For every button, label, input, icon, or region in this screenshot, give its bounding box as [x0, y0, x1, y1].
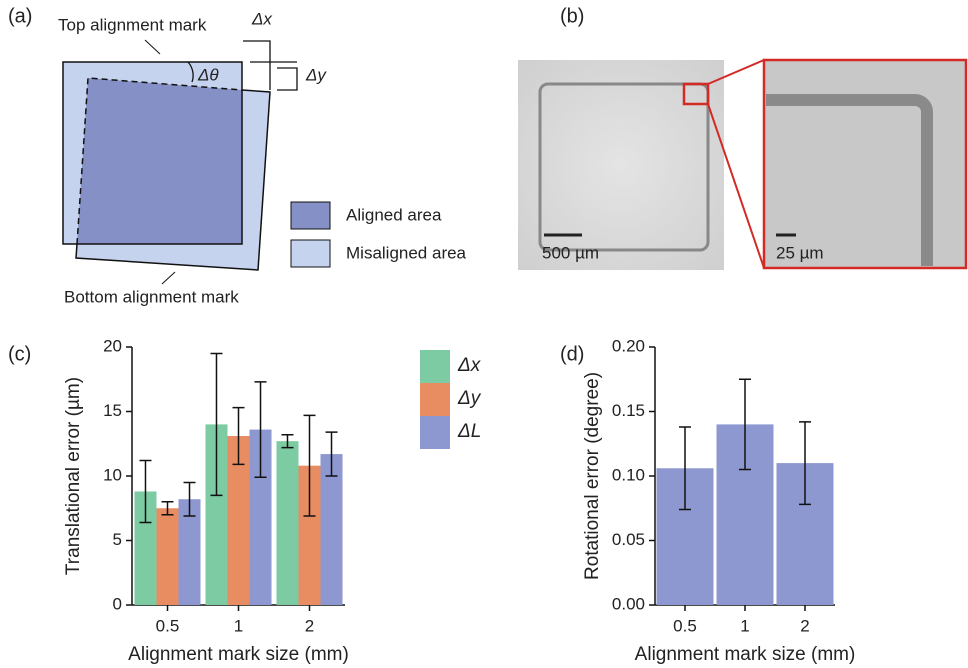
- y-axis-label: Translational error (µm): [63, 377, 84, 575]
- x-tick-label: 2: [800, 616, 809, 635]
- aligned-area: [77, 78, 242, 244]
- legend-swatch: [291, 240, 330, 267]
- legend-label: Δx: [457, 355, 482, 376]
- y-tick-label: 0.20: [612, 336, 645, 355]
- scale-label: 25 µm: [776, 243, 824, 262]
- legend-label: Δy: [457, 388, 482, 409]
- y-tick-label: 0.00: [612, 594, 645, 613]
- figure: (a) Δθ Top alignment mark Bottom alignme…: [0, 0, 968, 668]
- scale-label: 500 µm: [542, 243, 599, 262]
- panel-label: (b): [560, 5, 584, 27]
- cross-mark: [243, 41, 297, 90]
- x-tick-label: 1: [234, 616, 243, 635]
- y-tick-label: 0: [113, 594, 122, 613]
- x-axis-label: Alignment mark size (mm): [635, 644, 856, 665]
- annotation: Bottom alignment mark: [64, 287, 239, 306]
- legend-swatch: [420, 383, 450, 416]
- y-tick-label: 5: [113, 530, 122, 549]
- y-tick-label: 15: [103, 401, 122, 420]
- x-axis-label: Alignment mark size (mm): [128, 644, 349, 665]
- x-tick-label: 2: [305, 616, 314, 635]
- x-tick-label: 0.5: [156, 616, 180, 635]
- legend-label: Misaligned area: [346, 243, 467, 262]
- x-tick-label: 1: [740, 616, 749, 635]
- annotation: Top alignment mark: [58, 15, 207, 34]
- panel-label: (d): [560, 343, 584, 365]
- panel-label: (a): [8, 5, 32, 27]
- offset-label: Δx: [251, 9, 272, 28]
- legend-swatch: [420, 416, 450, 449]
- y-tick-label: 20: [103, 336, 122, 355]
- arrow: [162, 272, 175, 284]
- y-tick-label: 10: [103, 465, 122, 484]
- y-axis-label: Rotational error (degree): [582, 372, 603, 580]
- legend-label: Aligned area: [346, 205, 442, 224]
- zoom-image: [764, 60, 966, 268]
- micrograph: [518, 60, 724, 270]
- y-tick-label: 0.15: [612, 401, 645, 420]
- x-tick-label: 0.5: [673, 616, 697, 635]
- bar: [156, 508, 178, 605]
- arrow: [145, 40, 160, 54]
- offset-bracket: [277, 68, 297, 90]
- panel-label: (c): [8, 343, 31, 365]
- legend-swatch: [291, 202, 330, 229]
- y-tick-label: 0.05: [612, 530, 645, 549]
- y-tick-label: 0.10: [612, 465, 645, 484]
- offset-label: Δy: [305, 65, 327, 84]
- legend-swatch: [420, 350, 450, 383]
- legend-label: ΔL: [457, 421, 481, 442]
- bar: [276, 441, 298, 605]
- angle-label: Δθ: [197, 65, 219, 84]
